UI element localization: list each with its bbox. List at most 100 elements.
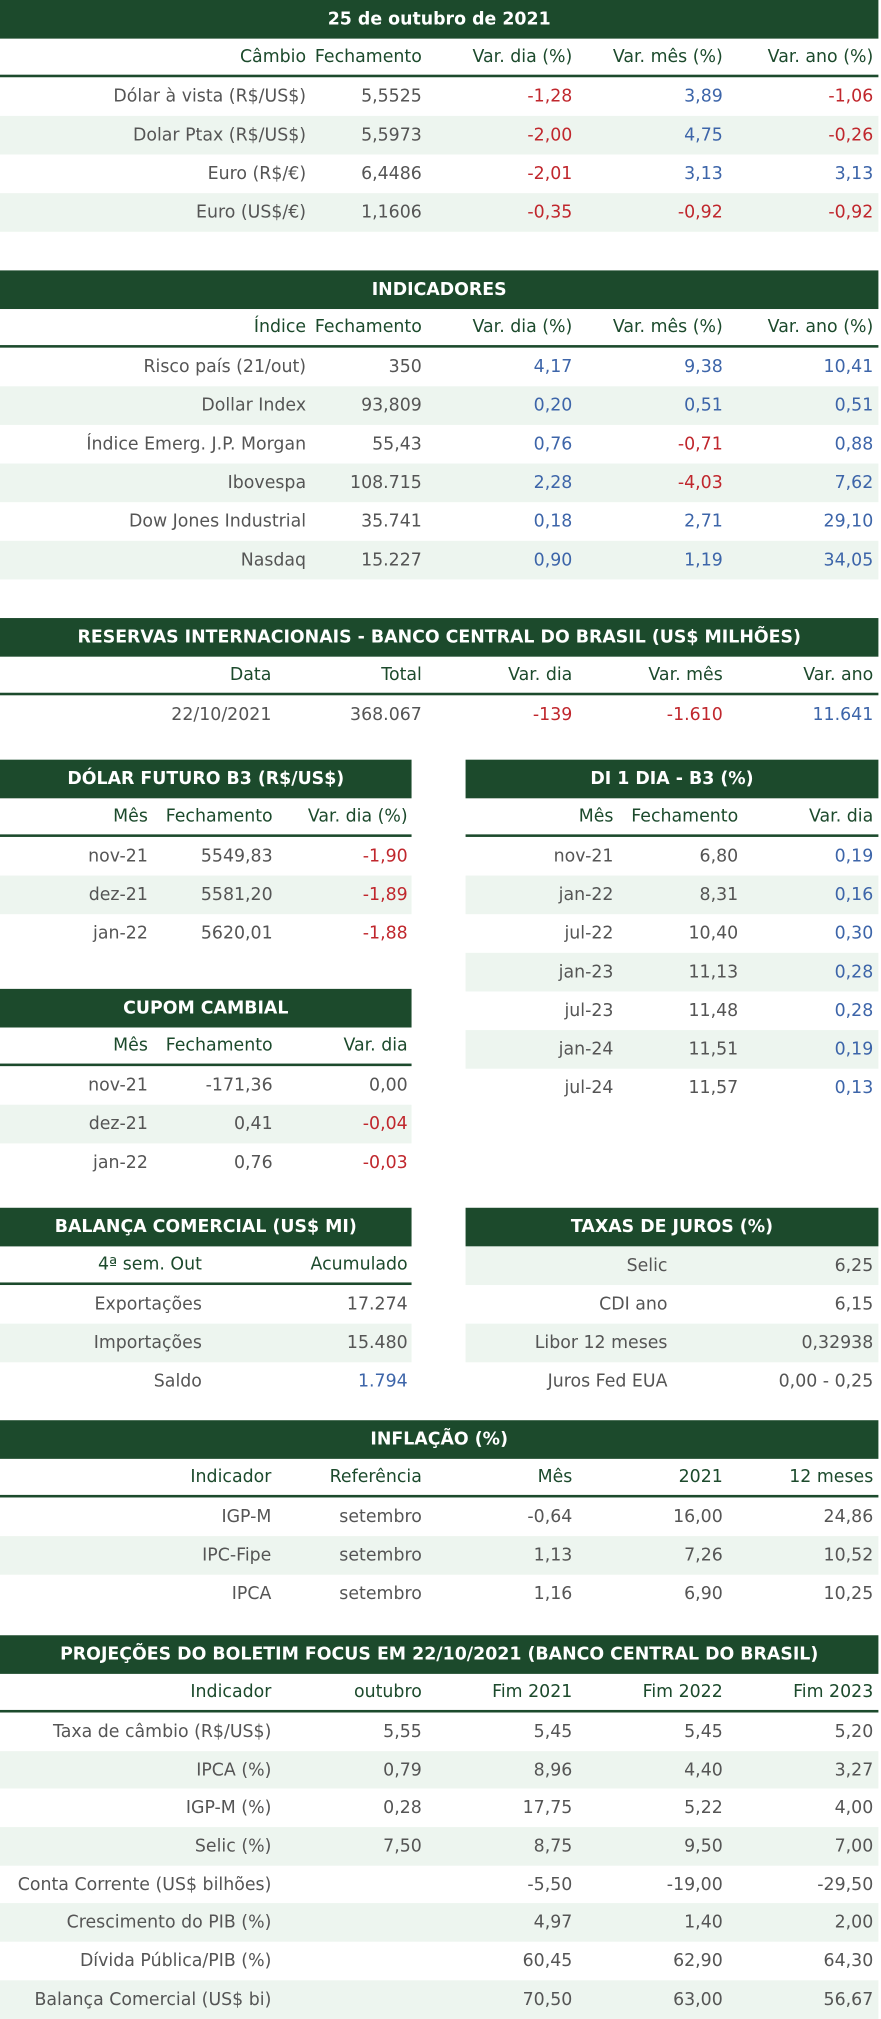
cell-value: 0,51 bbox=[684, 395, 723, 416]
column-header-row: Mês Fechamento Var. dia bbox=[0, 1028, 412, 1067]
table-row: Importações 15.480 bbox=[0, 1323, 412, 1363]
table-row: Libor 12 meses 0,32938 bbox=[465, 1323, 879, 1363]
row-label: 22/10/2021 bbox=[171, 704, 272, 725]
column-header: Var. ano (%) bbox=[767, 316, 874, 338]
cell-value: 4,17 bbox=[533, 356, 573, 378]
table: 25 de outubro de 2021 Câmbio Fechamento Var… bbox=[0, 0, 879, 232]
table-row: jul-22 10,40 0,30 bbox=[466, 914, 879, 953]
cell-value: 15.227 bbox=[361, 549, 422, 571]
row-label: Saldo bbox=[153, 1371, 202, 1392]
row-label: jan-22 bbox=[93, 1152, 148, 1174]
column-header: Var. dia (%) bbox=[472, 316, 573, 338]
cell-value: 0,76 bbox=[233, 1152, 273, 1174]
cell-value: 17,75 bbox=[522, 1797, 573, 1819]
table-row: Dívida Pública/PIB (%) 60,45 62,90 64,30 bbox=[0, 1942, 878, 1980]
row-label: Importações bbox=[93, 1332, 202, 1354]
cell-value: 4,75 bbox=[684, 124, 723, 146]
cell-value: 1.794 bbox=[357, 1371, 408, 1392]
column-header: Fechamento bbox=[165, 1035, 273, 1056]
cell-value: 5549,83 bbox=[200, 845, 273, 867]
cell-value: -1,06 bbox=[828, 86, 874, 107]
table-row: jan-22 0,76 -0,03 bbox=[0, 1143, 412, 1182]
column-header: Var. mês (%) bbox=[612, 316, 723, 338]
cell-value: 2,28 bbox=[533, 472, 573, 494]
cell-value: 64,30 bbox=[823, 1950, 874, 1972]
row-label: jul-24 bbox=[564, 1077, 614, 1099]
column-header: Var. dia (%) bbox=[307, 806, 408, 827]
table-row: Selic 6,25 bbox=[465, 1246, 879, 1286]
cell-value: 0,41 bbox=[233, 1113, 273, 1135]
table: INDICADORES Índice Fechamento Var. dia (%) V… bbox=[0, 270, 879, 580]
column-header: Var. ano (%) bbox=[767, 46, 874, 67]
cell-value: 0,51 bbox=[834, 395, 874, 416]
cell-value: 15.480 bbox=[346, 1332, 408, 1354]
cell-value: 7,50 bbox=[383, 1835, 422, 1857]
cell-value: -0,35 bbox=[527, 202, 573, 223]
cell-value: 11,57 bbox=[688, 1077, 739, 1099]
table-title: DÓLAR FUTURO B3 (R$/US$) bbox=[0, 759, 412, 799]
column-header: Var. dia bbox=[343, 1035, 408, 1056]
cell-value: 3,13 bbox=[684, 163, 723, 185]
table: RESERVAS INTERNACIONAIS - BANCO CENTRAL … bbox=[0, 618, 879, 734]
cell-value: setembro bbox=[339, 1545, 422, 1566]
column-header: Acumulado bbox=[310, 1254, 408, 1275]
table-title: DI 1 DIA - B3 (%) bbox=[465, 759, 879, 799]
row-label: IPC-Fipe bbox=[202, 1545, 272, 1566]
row-label: Dow Jones Industrial bbox=[128, 511, 307, 532]
cell-value: 5,5525 bbox=[361, 86, 422, 107]
table-row: 22/10/2021 368.067 -139 -1.610 11.641 bbox=[0, 695, 878, 734]
column-header: Var. mês bbox=[648, 664, 723, 686]
column-header: Mês bbox=[578, 806, 614, 827]
cell-value: 35.741 bbox=[361, 511, 422, 532]
cell-value: 1,1606 bbox=[361, 202, 422, 223]
table-title: 25 de outubro de 2021 bbox=[0, 0, 879, 39]
row-label: jan-24 bbox=[558, 1039, 614, 1060]
column-header: Fechamento bbox=[314, 46, 422, 67]
cell-value: 350 bbox=[388, 356, 422, 378]
row-label: nov-21 bbox=[553, 845, 614, 867]
cell-value: 0,20 bbox=[533, 395, 573, 416]
column-header: outubro bbox=[353, 1681, 422, 1703]
table-row: Balança Comercial (US$ bi) 70,50 63,00 56,6… bbox=[0, 1980, 879, 2019]
row-label: jul-23 bbox=[564, 1000, 614, 1022]
cell-value: 6,15 bbox=[834, 1294, 874, 1315]
column-header: Var. dia (%) bbox=[472, 46, 573, 67]
cell-value: -5,50 bbox=[527, 1874, 573, 1895]
column-header: Var. dia bbox=[809, 806, 874, 827]
cell-value: 1,40 bbox=[684, 1912, 723, 1934]
cell-value: 11,13 bbox=[688, 961, 739, 983]
table: DÓLAR FUTURO B3 (R$/US$) Mês Fechamento Var… bbox=[0, 759, 412, 953]
cell-value: -1,90 bbox=[362, 845, 408, 867]
table-row: jan-22 5620,01 -1,88 bbox=[0, 914, 412, 953]
table-row: nov-21 5549,83 -1,90 bbox=[0, 837, 412, 876]
cell-value: 0,19 bbox=[834, 845, 874, 867]
cell-value: 0,28 bbox=[383, 1797, 422, 1819]
row-label: Balança Comercial (US$ bi) bbox=[34, 1988, 272, 2010]
cell-value: -19,00 bbox=[666, 1874, 723, 1895]
column-header: Referência bbox=[329, 1466, 422, 1488]
cell-value: 16,00 bbox=[673, 1506, 723, 1528]
cell-value: -29,50 bbox=[817, 1874, 874, 1895]
cell-value: 5,55 bbox=[383, 1721, 422, 1742]
cell-value: 3,27 bbox=[834, 1759, 874, 1781]
cell-value: 17.274 bbox=[346, 1294, 408, 1315]
cell-value: 24,86 bbox=[823, 1506, 874, 1528]
cell-value: -0,04 bbox=[362, 1113, 408, 1135]
cell-value: -2,01 bbox=[527, 163, 573, 185]
cell-value: 5,22 bbox=[684, 1797, 723, 1819]
column-header-row: Indicador Referência Mês 2021 12 meses bbox=[0, 1459, 879, 1498]
column-header-row: 4ª sem. Out Acumulado bbox=[0, 1246, 412, 1286]
table-row: Juros Fed EUA 0,00 - 0,25 bbox=[466, 1362, 879, 1401]
column-header: Índice bbox=[253, 316, 307, 338]
row-label: jan-22 bbox=[558, 884, 614, 906]
row-label: Nasdaq bbox=[240, 549, 307, 571]
table-row: jul-23 11,48 0,28 bbox=[466, 991, 879, 1030]
table-row: Selic (%) 7,50 8,75 9,50 7,00 bbox=[0, 1827, 879, 1866]
table-row: jan-22 8,31 0,16 bbox=[465, 875, 879, 915]
table-row: Ibovespa 108.715 2,28 -4,03 7,62 bbox=[0, 463, 879, 503]
table-row: Euro (US$/€) 1,1606 -0,35 -0,92 -0,92 bbox=[0, 193, 879, 232]
row-label: Taxa de câmbio (R$/US$) bbox=[52, 1721, 272, 1742]
row-label: Dívida Pública/PIB (%) bbox=[79, 1950, 272, 1972]
cell-value: 7,00 bbox=[834, 1835, 874, 1857]
